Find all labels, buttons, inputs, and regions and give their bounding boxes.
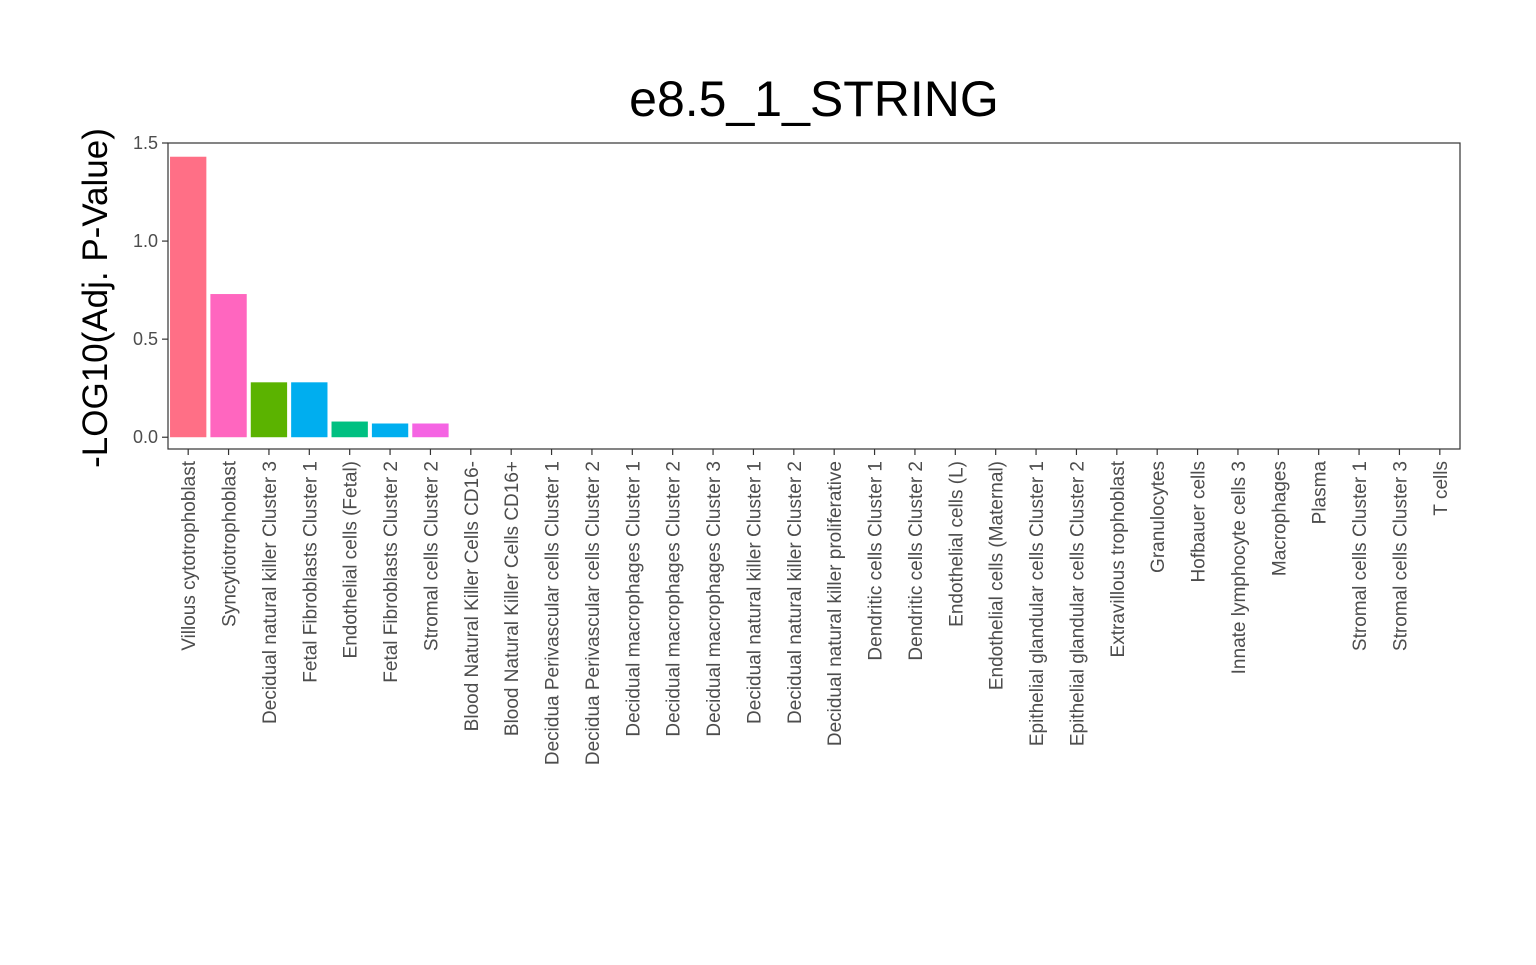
bar-1 xyxy=(170,156,207,438)
x-tick-label: Endothelial cells (L) xyxy=(946,461,967,627)
bar-5 xyxy=(331,421,368,438)
x-tick-label: Decidua Perivascular cells Cluster 2 xyxy=(583,461,604,765)
x-tick-label: Villous cytotrophoblast xyxy=(179,460,200,650)
bar-2 xyxy=(210,294,247,438)
y-tick-label: 0.5 xyxy=(133,329,158,349)
plot-panel-border xyxy=(167,142,1461,450)
x-tick-label: Granulocytes xyxy=(1148,461,1169,573)
bar-4 xyxy=(291,382,328,438)
x-tick-label: Blood Natural Killer Cells CD16- xyxy=(462,461,483,731)
x-tick-label: Endothelial cells (Fetal) xyxy=(341,461,362,658)
x-tick-label: Extravillous trophoblast xyxy=(1108,460,1129,657)
x-tick-label: Decidual macrophages Cluster 1 xyxy=(623,461,644,737)
y-axis: 0.0 0.5 1.0 1.5 xyxy=(133,133,168,447)
bar-7 xyxy=(412,423,449,438)
x-tick-label: Fetal Fibroblasts Cluster 2 xyxy=(381,461,402,683)
x-tick-label: Decidual macrophages Cluster 2 xyxy=(664,461,685,737)
bars-group xyxy=(170,156,449,438)
x-tick-label: Decidual macrophages Cluster 3 xyxy=(704,461,725,737)
x-tick-label: Stromal cells Cluster 2 xyxy=(421,461,442,651)
x-tick-label: Epithelial glandular cells Cluster 2 xyxy=(1067,461,1088,746)
y-tick-label: 1.0 xyxy=(133,231,158,251)
x-tick-label: Decidual natural killer Cluster 3 xyxy=(260,461,281,724)
bar-6 xyxy=(371,423,409,438)
y-tick-label: 0.0 xyxy=(133,427,158,447)
y-tick-label: 1.5 xyxy=(133,133,158,153)
bar-3 xyxy=(250,382,288,438)
x-tick-label: Fetal Fibroblasts Cluster 1 xyxy=(300,461,321,683)
x-tick-label: Stromal cells Cluster 3 xyxy=(1390,461,1411,651)
x-tick-label: Epithelial glandular cells Cluster 1 xyxy=(1027,461,1048,746)
x-tick-label: Decidua Perivascular cells Cluster 1 xyxy=(543,461,564,765)
x-tick-label: Innate lymphocyte cells 3 xyxy=(1229,461,1250,674)
x-tick-label: Decidual natural killer Cluster 1 xyxy=(744,461,765,724)
x-tick-label: Stromal cells Cluster 1 xyxy=(1350,461,1371,651)
y-axis-title: -LOG10(Adj. P-Value) xyxy=(76,128,115,468)
x-tick-label: Dendritic cells Cluster 1 xyxy=(866,461,887,661)
x-tick-label: Syncytiotrophoblast xyxy=(220,460,241,627)
x-tick-label: Macrophages xyxy=(1269,461,1290,576)
x-tick-label: T cells xyxy=(1431,461,1452,516)
x-tick-label: Dendritic cells Cluster 2 xyxy=(906,461,927,661)
chart-title: e8.5_1_STRING xyxy=(629,71,999,127)
x-tick-label: Blood Natural Killer Cells CD16+ xyxy=(502,461,523,736)
x-tick-label: Decidual natural killer proliferative xyxy=(825,461,846,746)
x-tick-label: Plasma xyxy=(1310,461,1331,525)
x-axis: Villous cytotrophoblast Syncytiotrophobla… xyxy=(179,449,1452,765)
x-tick-label: Hofbauer cells xyxy=(1189,461,1210,582)
x-tick-label: Endothelial cells (Maternal) xyxy=(987,461,1008,690)
x-tick-label: Decidual natural killer Cluster 2 xyxy=(785,461,806,724)
